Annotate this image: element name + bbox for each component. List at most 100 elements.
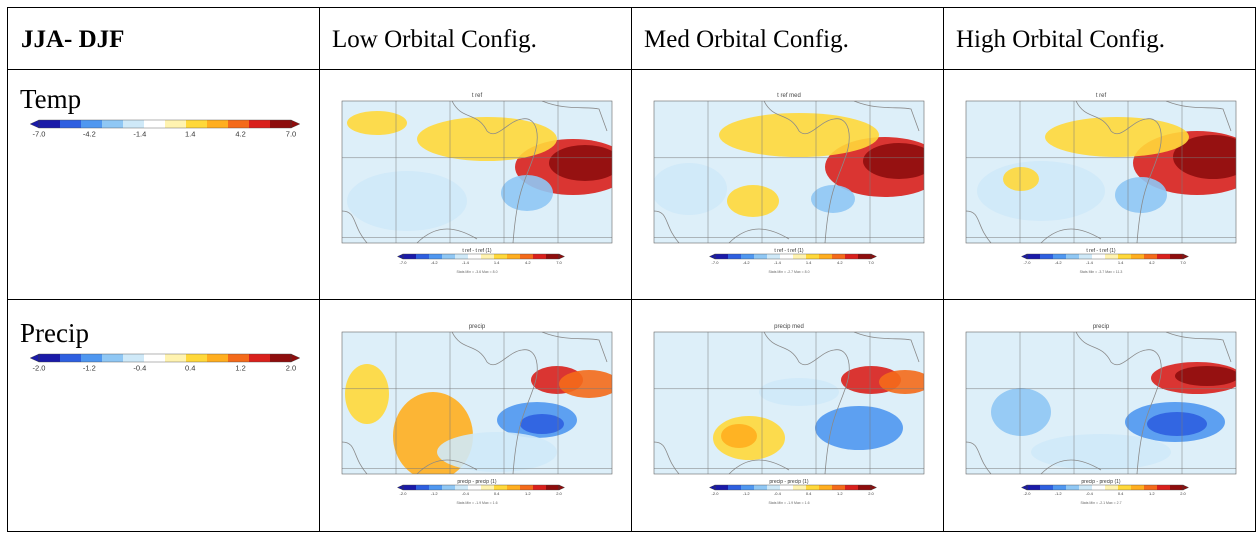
map-colorbar-swatch	[481, 485, 495, 490]
precip-low-cell: precip precip - precip (1) -2.0 -1.2 -0.4 0.4…	[319, 299, 632, 532]
map-colorbar-swatch	[858, 254, 872, 259]
coastline	[541, 332, 608, 363]
map-colorbar-swatch	[780, 254, 794, 259]
map-colorbar-swatch	[455, 254, 469, 259]
colorbar-tick-label: 4.2	[525, 260, 531, 265]
colorbar-tick-label: -2.0	[712, 491, 720, 496]
coastline	[763, 101, 850, 243]
colorbar-tick-label: -7.0	[400, 260, 408, 265]
coastline	[1075, 101, 1162, 243]
map-colorbar-swatch	[442, 485, 456, 490]
map-colorbar-swatch	[1144, 485, 1158, 490]
coastline	[728, 228, 790, 243]
coastline	[1040, 459, 1102, 474]
coastline	[1075, 332, 1162, 474]
coastline	[853, 332, 920, 363]
coastline	[416, 228, 478, 243]
map-colorbar-swatch	[728, 485, 742, 490]
contour-region	[559, 370, 612, 398]
colorbar-tick-label: 7.0	[868, 260, 874, 265]
colorbar-tick-label: -2.0	[33, 364, 46, 373]
map-stats: Stats Min = -3.7 Max = 11.3	[1080, 270, 1123, 274]
map-colorbar-label: precip - precip (1)	[1081, 479, 1121, 485]
contour-region	[1173, 135, 1236, 179]
map-colorbar-swatch	[845, 254, 859, 259]
map-colorbar-label: t ref - t ref (1)	[1086, 248, 1116, 254]
temp-colorbar: -7.0 -4.2 -1.4 1.4 4.2 7.0	[29, 119, 301, 139]
colorbar-left-arrow	[397, 484, 404, 491]
map-colorbar-swatch	[715, 254, 729, 259]
temp-high-cell: t ref t ref - t ref (1) -7.0 -4.2 -1.4 1.4 4.2…	[943, 69, 1256, 300]
map-stats: Stats Min = -2.1 Max = 2.7	[1080, 501, 1121, 505]
coastline	[966, 210, 992, 243]
precip-colorbar-swatch	[81, 354, 103, 362]
map-colorbar-swatch	[1053, 254, 1067, 259]
precip-colorbar-swatch	[228, 354, 250, 362]
map-colorbar-swatch	[767, 485, 781, 490]
precip-colorbar-swatch	[249, 354, 271, 362]
colorbar-tick-label: 2.0	[868, 491, 874, 496]
coastline	[1165, 101, 1232, 132]
colorbar-right-arrow	[870, 253, 877, 260]
colorbar-tick-label: -4.2	[743, 260, 751, 265]
map-colorbar-swatch	[1144, 254, 1158, 259]
coastline	[966, 441, 992, 474]
precip-colorbar-swatch	[144, 354, 166, 362]
colorbar-tick-label: -0.4	[462, 491, 470, 496]
temp-med-map: t ref med t ref - t ref (1) -7.0 -4.2 -1.4 1.…	[653, 93, 925, 274]
map-colorbar-frame	[714, 253, 872, 260]
coastline	[728, 459, 790, 474]
precip-low-map: precip precip - precip (1) -2.0 -1.2 -0.4 0.4…	[341, 324, 613, 505]
map-colorbar-swatch	[455, 485, 469, 490]
coastline	[1040, 228, 1102, 243]
map-frame	[653, 331, 925, 475]
contour-region	[347, 111, 407, 135]
map-colorbar-frame	[402, 253, 560, 260]
colorbar-tick-label: 7.0	[556, 260, 562, 265]
colorbar-left-arrow	[1021, 484, 1028, 491]
temp-colorbar-swatch	[144, 120, 166, 128]
coastline	[654, 210, 680, 243]
contour-region	[815, 406, 903, 450]
map-colorbar-swatch	[1157, 485, 1171, 490]
colorbar-tick-label: 4.2	[235, 130, 245, 139]
map-field	[966, 332, 1236, 474]
map-colorbar-swatch	[806, 254, 820, 259]
colorbar-right-arrow	[1182, 484, 1189, 491]
map-colorbar-swatch	[1040, 254, 1054, 259]
colorbar-tick-label: -4.2	[83, 130, 96, 139]
temp-colorbar-swatch	[123, 120, 145, 128]
precip-colorbar-swatch	[102, 354, 124, 362]
map-frame	[965, 100, 1237, 244]
corner-cell: JJA- DJF	[7, 7, 320, 70]
map-colorbar-swatch	[1027, 485, 1041, 490]
map-colorbar-swatch	[780, 485, 794, 490]
contour-region	[1147, 412, 1207, 436]
row-label-precip: Precip	[20, 318, 89, 348]
map-colorbar-swatch	[1092, 485, 1106, 490]
contour-region	[977, 161, 1105, 221]
contour-region	[549, 145, 612, 181]
precip-med-map: precip med precip - precip (1) -2.0 -1.2 -0.…	[653, 324, 925, 505]
coastline	[342, 441, 368, 474]
temp-low-cell: t ref t ref - t ref (1) -7.0 -4.2 -1.4 1.4 4.2…	[319, 69, 632, 300]
colorbar-tick-label: -7.0	[1024, 260, 1032, 265]
map-colorbar-swatch	[442, 254, 456, 259]
colorbar-tick-label: 0.4	[494, 491, 500, 496]
colorbar-right-arrow	[1182, 253, 1189, 260]
precip-colorbar-swatch	[207, 354, 229, 362]
map-colorbar-swatch	[819, 254, 833, 259]
map-colorbar-swatch	[468, 485, 482, 490]
map-colorbar-swatch	[1053, 485, 1067, 490]
precip-colorbar-swatch	[186, 354, 208, 362]
contour-region	[1003, 167, 1039, 191]
contour-region	[991, 388, 1051, 436]
colorbar-tick-label: 0.4	[806, 491, 812, 496]
map-colorbar-swatch	[494, 485, 508, 490]
map-colorbar-swatch	[767, 254, 781, 259]
colorbar-right-arrow	[558, 484, 565, 491]
map-colorbar-swatch	[1118, 485, 1132, 490]
coastline	[853, 101, 920, 132]
map-colorbar-swatch	[429, 254, 443, 259]
map-colorbar-swatch	[1092, 254, 1106, 259]
